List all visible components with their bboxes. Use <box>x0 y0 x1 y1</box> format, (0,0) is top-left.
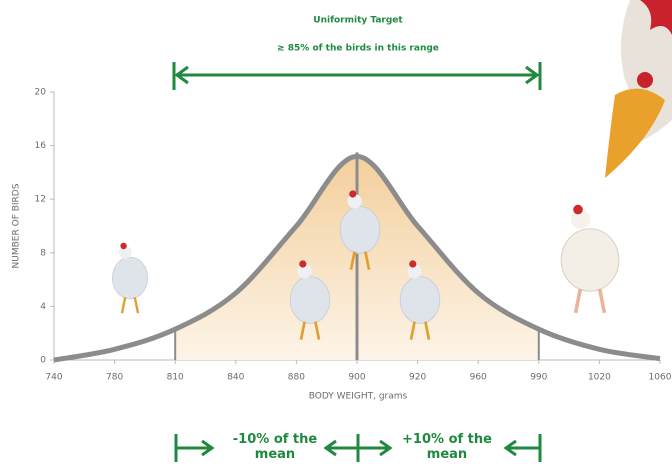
chicken <box>561 205 619 313</box>
chicken-body <box>561 229 619 291</box>
x-tick-label: 780 <box>106 373 123 383</box>
chicken-leg <box>576 289 581 313</box>
x-tick-label: 990 <box>530 373 547 383</box>
chicken-comb <box>120 243 126 249</box>
x-tick-label: 960 <box>470 373 487 383</box>
x-tick-label: 740 <box>45 373 62 383</box>
chart: Uniformity Target ≥ 85% of the birds in … <box>0 0 672 470</box>
chicken-body <box>112 257 147 299</box>
y-tick-label: 16 <box>35 141 47 151</box>
x-tick-label: 810 <box>167 373 184 383</box>
chart-subtitle: ≥ 85% of the birds in this range <box>277 44 439 54</box>
range-arrow <box>174 62 540 90</box>
y-tick-label: 12 <box>35 195 46 205</box>
page: {"chart_data": {"type": "line", "title":… <box>0 0 672 470</box>
x-tick-label: 920 <box>409 373 426 383</box>
chicken-comb <box>409 260 416 267</box>
annotation: +10% of the mean <box>402 432 492 462</box>
annotation: -10% of the mean <box>230 432 320 462</box>
y-tick-label: 8 <box>40 248 46 258</box>
chart-title: Uniformity Target <box>313 16 403 26</box>
y-tick-label: 4 <box>40 302 46 312</box>
x-tick-label: 900 <box>348 373 365 383</box>
x-tick-label: 1020 <box>588 373 611 383</box>
chicken-body <box>340 207 380 254</box>
y-axis-label: NUMBER OF BIRDS <box>12 183 22 268</box>
y-tick-label: 20 <box>35 88 47 98</box>
chicken-leg <box>135 297 138 313</box>
x-tick-label: 880 <box>288 373 305 383</box>
chicken-leg <box>122 297 125 313</box>
chicken-leg <box>600 289 605 313</box>
x-axis-label: BODY WEIGHT, grams <box>309 392 408 402</box>
chicken-body <box>400 277 440 324</box>
chicken <box>112 243 147 313</box>
rooster-head <box>605 0 672 178</box>
chicken-comb <box>573 205 583 215</box>
y-tick-label: 0 <box>40 356 46 366</box>
chicken-comb <box>299 260 306 267</box>
chicken-body <box>290 277 330 324</box>
x-tick-label: 840 <box>227 373 244 383</box>
x-tick-label: 1060 <box>649 373 672 383</box>
chicken-comb <box>349 190 356 197</box>
